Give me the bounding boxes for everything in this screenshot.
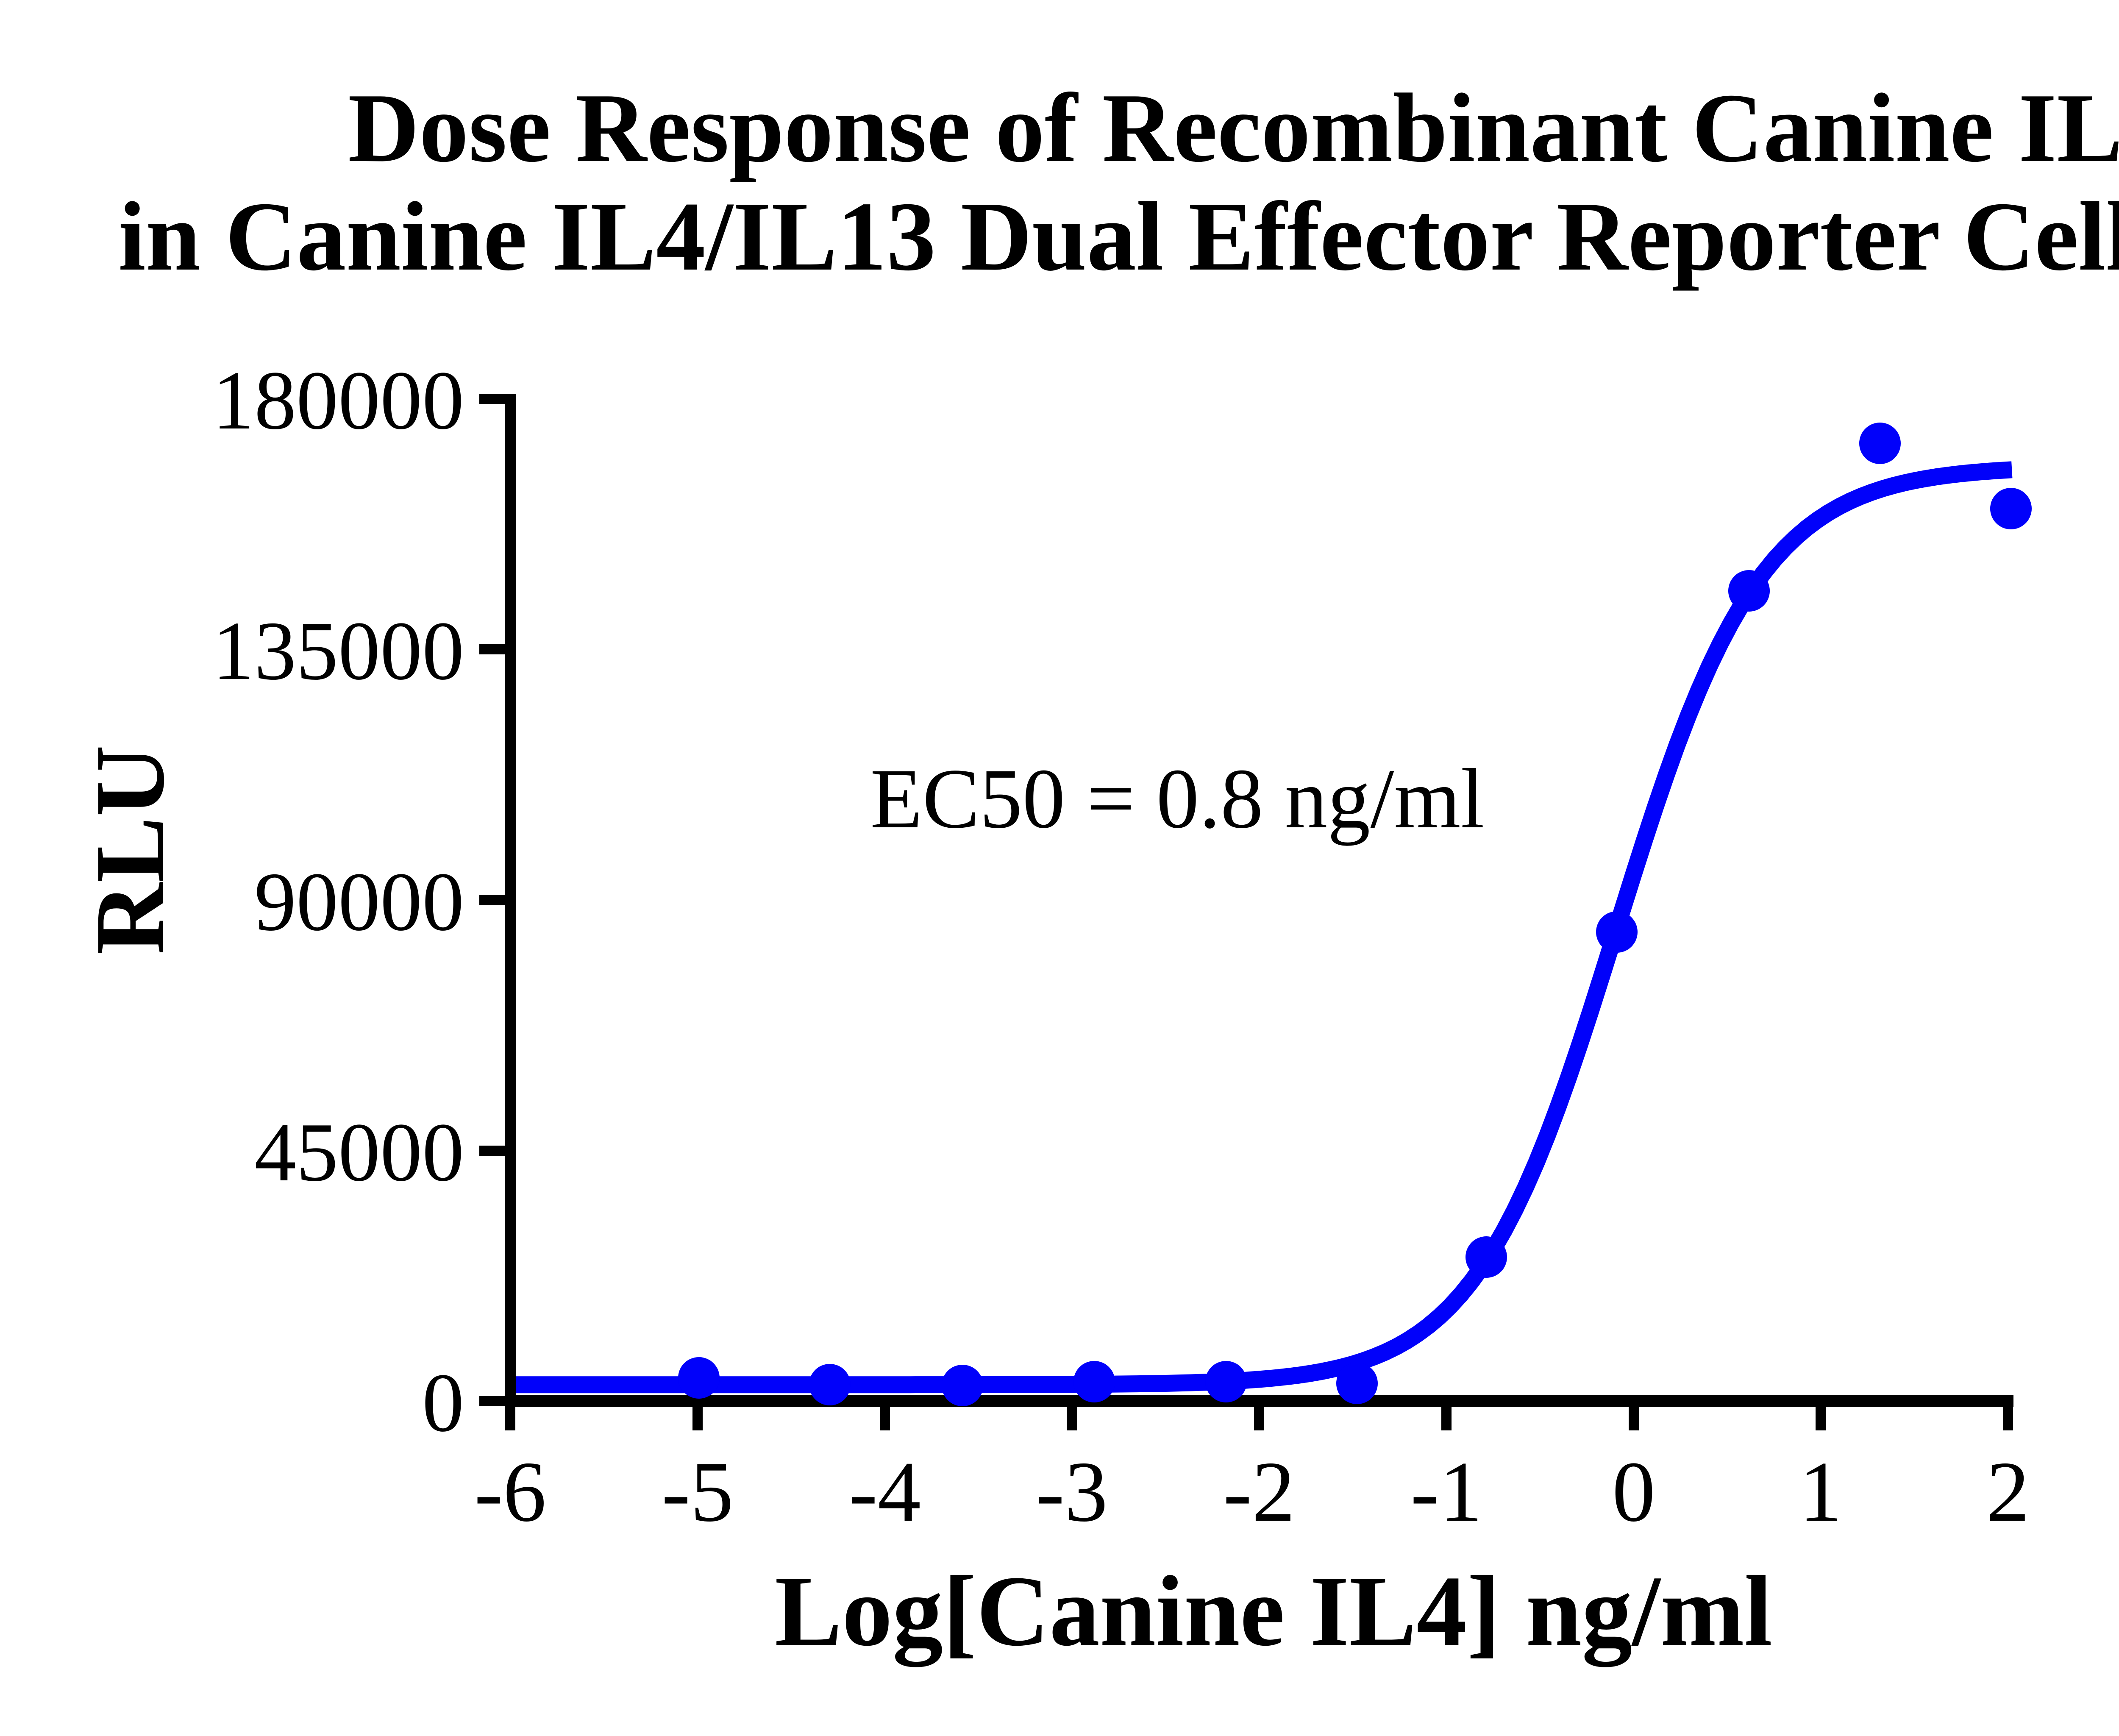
svg-text:-3: -3	[1036, 1444, 1108, 1540]
svg-text:180000: 180000	[212, 354, 464, 447]
svg-text:-4: -4	[849, 1444, 921, 1540]
svg-text:0: 0	[1612, 1444, 1655, 1540]
svg-text:Log[Canine IL4] ng/ml: Log[Canine IL4] ng/ml	[775, 1555, 1772, 1667]
svg-text:135000: 135000	[212, 604, 464, 697]
svg-text:Dose Response of Recombinant C: Dose Response of Recombinant Canine IL4	[348, 73, 2119, 183]
svg-text:90000: 90000	[254, 855, 464, 948]
svg-text:-6: -6	[474, 1444, 546, 1540]
svg-text:EC50 = 0.8 ng/ml: EC50 = 0.8 ng/ml	[870, 751, 1484, 846]
svg-text:RLU: RLU	[75, 745, 185, 954]
svg-text:45000: 45000	[254, 1106, 464, 1199]
svg-text:2: 2	[1986, 1444, 2030, 1540]
svg-text:-1: -1	[1410, 1444, 1482, 1540]
svg-text:in Canine IL4/IL13 Dual Effect: in Canine IL4/IL13 Dual Effector Reporte…	[118, 172, 2119, 291]
svg-text:1: 1	[1799, 1444, 1842, 1540]
svg-text:0: 0	[422, 1356, 464, 1449]
svg-text:-5: -5	[662, 1444, 734, 1540]
svg-text:-2: -2	[1223, 1444, 1295, 1540]
